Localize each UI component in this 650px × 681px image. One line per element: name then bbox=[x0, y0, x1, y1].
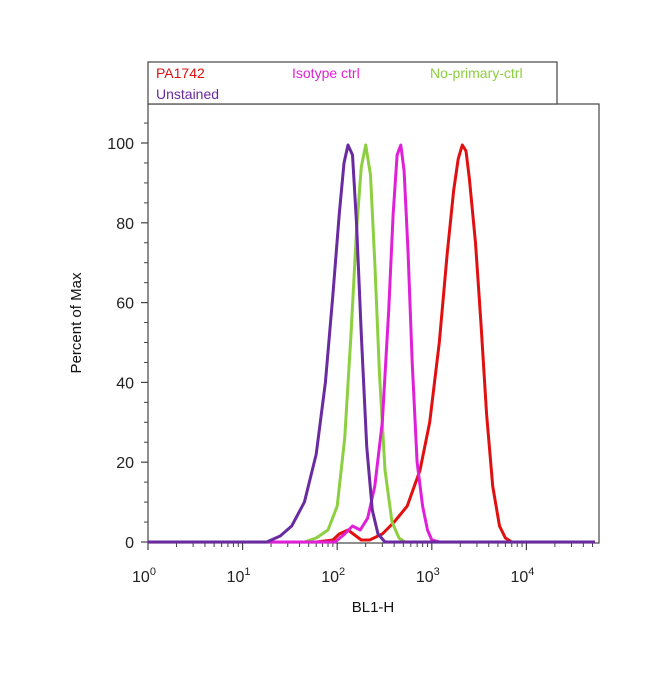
series-layer bbox=[148, 143, 595, 544]
x-tick-label: 104 bbox=[510, 566, 534, 586]
x-tick-label: 103 bbox=[416, 566, 440, 586]
y-axis-title: Percent of Max bbox=[68, 272, 85, 373]
legend-label-no-primary-ctrl: No-primary-ctrl bbox=[430, 65, 523, 81]
y-tick-label: 100 bbox=[107, 136, 134, 153]
legend-label-isotype-ctrl: Isotype ctrl bbox=[292, 65, 360, 81]
series-line-pa1742 bbox=[148, 143, 595, 544]
x-axis-title: BL1-H bbox=[352, 599, 395, 616]
series-line-no-primary-ctrl bbox=[148, 143, 595, 544]
legend-box bbox=[147, 61, 558, 105]
legend-label-unstained: Unstained bbox=[156, 86, 219, 102]
legend-label-pa1742: PA1742 bbox=[156, 65, 205, 81]
y-tick-label: 40 bbox=[116, 375, 134, 392]
y-tick-label: 0 bbox=[125, 535, 134, 552]
y-tick-label: 80 bbox=[116, 216, 134, 233]
series-line-unstained bbox=[148, 143, 595, 544]
y-tick-label: 20 bbox=[116, 455, 134, 472]
series-line-isotype-ctrl bbox=[148, 143, 595, 544]
x-tick-label: 100 bbox=[132, 566, 156, 586]
x-tick-label: 102 bbox=[321, 566, 345, 586]
legend: PA1742 Isotype ctrl No-primary-ctrl Unst… bbox=[147, 61, 558, 105]
x-axis: 100 101 102 103 104 bbox=[132, 543, 594, 586]
y-tick-label: 60 bbox=[116, 296, 134, 313]
plot-frame bbox=[147, 103, 600, 544]
y-axis: 0 20 40 60 80 100 bbox=[107, 122, 148, 552]
x-tick-label: 101 bbox=[227, 566, 251, 586]
